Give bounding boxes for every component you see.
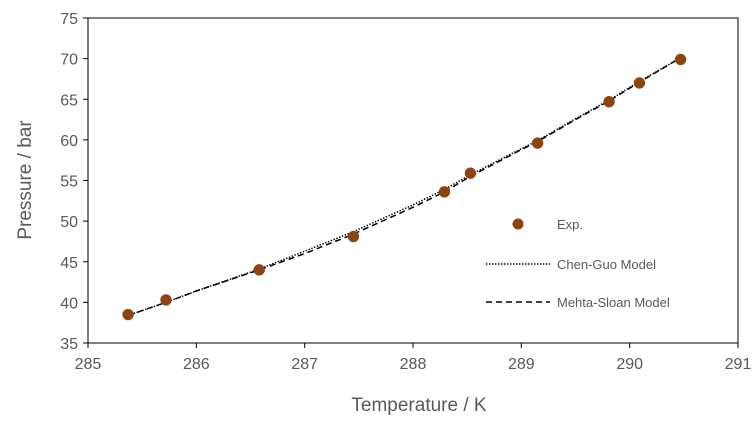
series-line-chen-guo-model bbox=[127, 57, 681, 317]
data-point bbox=[347, 230, 360, 243]
series-points bbox=[122, 53, 687, 321]
legend-label-exp-: Exp. bbox=[557, 217, 583, 232]
legend-label-chen-guo-model: Chen-Guo Model bbox=[557, 257, 656, 272]
data-point bbox=[253, 264, 265, 276]
x-tick-label: 285 bbox=[75, 356, 102, 373]
y-tick-label: 75 bbox=[60, 11, 78, 28]
y-tick-label: 55 bbox=[60, 174, 78, 191]
data-point bbox=[674, 53, 687, 66]
x-tick-label: 288 bbox=[400, 356, 427, 373]
x-tick-label: 286 bbox=[183, 356, 210, 373]
data-point bbox=[531, 137, 544, 149]
y-tick-label: 35 bbox=[60, 336, 78, 353]
y-tick-label: 50 bbox=[60, 214, 78, 231]
x-tick-label: 291 bbox=[725, 356, 752, 373]
y-tick-label: 70 bbox=[60, 52, 78, 69]
x-tick-label: 287 bbox=[291, 356, 318, 373]
y-tick-label: 65 bbox=[60, 92, 78, 109]
legend-label-mehta-sloan-model: Mehta-Sloan Model bbox=[557, 295, 670, 310]
series-lines bbox=[127, 57, 681, 317]
data-point bbox=[438, 186, 451, 198]
y-tick-label: 60 bbox=[60, 133, 78, 150]
x-tick-label: 289 bbox=[508, 356, 535, 373]
y-axis-title: Pressure / bar bbox=[15, 120, 36, 240]
data-point bbox=[464, 167, 477, 179]
data-point bbox=[633, 77, 646, 89]
legend: Exp. Chen-Guo Model Mehta-Sloan Model bbox=[486, 217, 670, 310]
data-point bbox=[122, 308, 134, 321]
data-point bbox=[160, 294, 172, 306]
x-axis-title: Temperature / K bbox=[351, 395, 486, 416]
series-line-mehta-sloan-model bbox=[127, 57, 681, 317]
data-point bbox=[603, 95, 615, 108]
axes-layer: 285 286 287 288 289 290 291 35 40 45 50 55 60 65 70 75 bbox=[60, 11, 751, 373]
legend-marker-exp- bbox=[512, 218, 524, 230]
y-tick-label: 45 bbox=[60, 255, 78, 272]
x-tick-label: 290 bbox=[616, 356, 643, 373]
y-tick-label: 40 bbox=[60, 295, 78, 312]
